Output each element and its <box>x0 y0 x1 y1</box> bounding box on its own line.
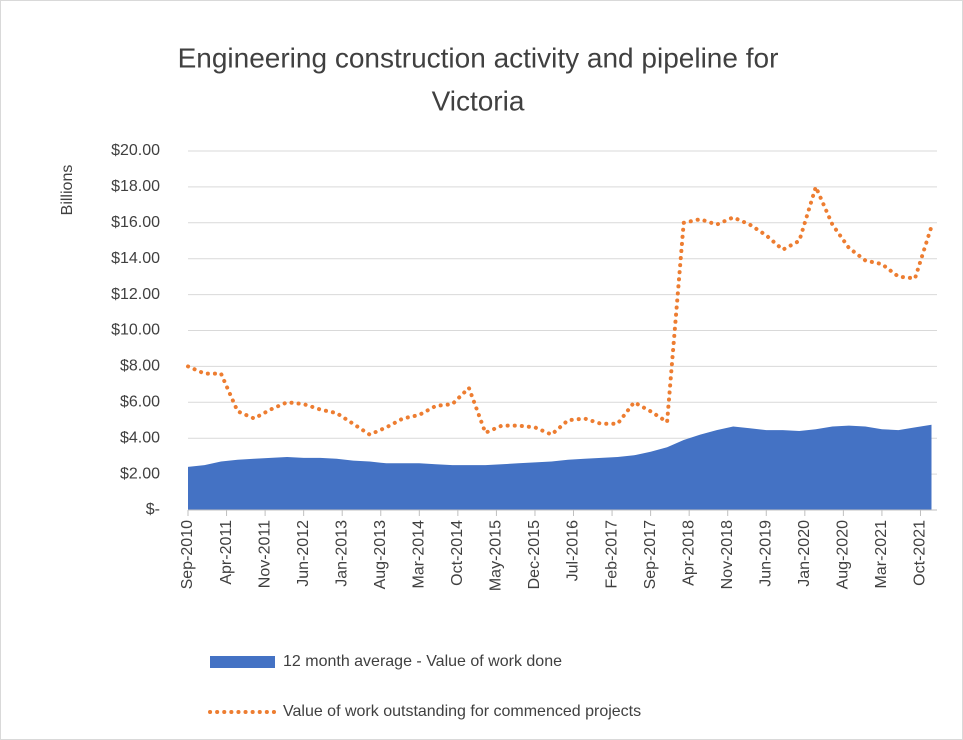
y-tick-label: $6.00 <box>120 394 160 411</box>
x-tick-label: Oct-2014 <box>449 520 466 586</box>
x-tick-label: Mar-2021 <box>873 520 890 589</box>
x-tick-label: Apr-2011 <box>218 520 235 585</box>
y-tick-label: $- <box>146 501 160 518</box>
x-tick-label: Jul-2016 <box>565 520 582 581</box>
x-tick-label: Jan-2013 <box>333 520 350 587</box>
legend-label: 12 month average - Value of work done <box>283 653 562 670</box>
x-tick-label: Nov-2018 <box>719 520 736 589</box>
legend-label: Value of work outstanding for commenced … <box>283 703 641 720</box>
y-tick-label: $16.00 <box>111 214 160 231</box>
area <box>188 424 932 510</box>
x-tick-label: Dec-2015 <box>526 520 543 589</box>
y-axis-label: Billions <box>59 165 76 216</box>
x-tick-label: Sep-2017 <box>642 520 659 589</box>
x-tick-label: Apr-2018 <box>680 520 697 586</box>
y-tick-label: $20.00 <box>111 142 160 159</box>
x-tick-label: May-2015 <box>488 520 505 591</box>
x-tick-label: Mar-2014 <box>411 520 428 589</box>
x-tick-label: Nov-2011 <box>256 520 273 588</box>
legend-swatch <box>210 656 275 668</box>
y-tick-label: $14.00 <box>111 250 160 267</box>
x-tick-label: Jun-2019 <box>757 520 774 587</box>
y-tick-label: $2.00 <box>120 465 160 482</box>
chart-title-line2: Victoria <box>432 85 525 116</box>
x-tick-label: Jun-2012 <box>295 520 312 587</box>
x-tick-label: Jan-2020 <box>796 520 813 587</box>
y-tick-label: $4.00 <box>120 429 160 446</box>
x-tick-label: Aug-2013 <box>372 520 389 589</box>
y-tick-label: $12.00 <box>111 286 160 303</box>
line <box>186 181 934 437</box>
x-tick-label: Sep-2010 <box>179 520 196 589</box>
x-tick-label: Feb-2017 <box>603 520 620 589</box>
y-tick-label: $18.00 <box>111 178 160 195</box>
y-tick-label: $8.00 <box>120 358 160 375</box>
x-tick-label: Aug-2020 <box>835 520 852 589</box>
chart-title-line1: Engineering construction activity and pi… <box>178 42 779 73</box>
x-tick-label: Oct-2021 <box>912 520 929 586</box>
y-tick-label: $10.00 <box>111 322 160 339</box>
